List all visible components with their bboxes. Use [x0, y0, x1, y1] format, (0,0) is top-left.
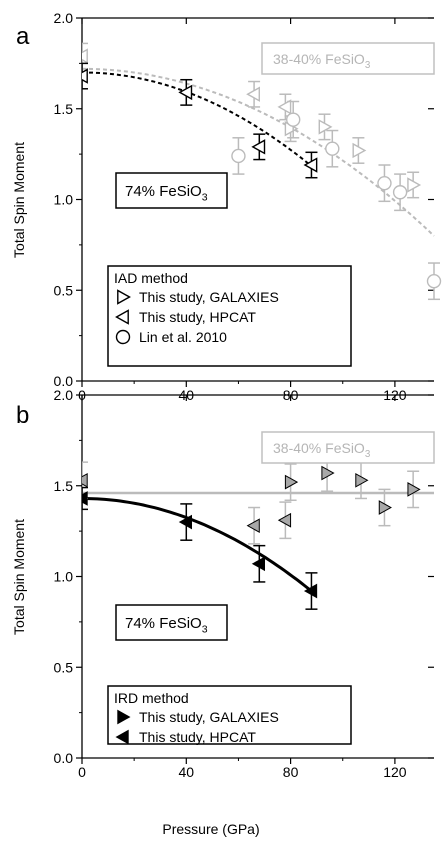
y-tick-label: 1.5	[54, 478, 74, 494]
triangle-left-marker	[246, 518, 260, 534]
y-tick-label: 0.0	[54, 750, 74, 766]
x-tick-label: 0	[78, 764, 86, 780]
y-axis-label: Total Spin Moment	[11, 519, 27, 635]
triangle-left-marker	[251, 139, 266, 155]
triangle-right-marker	[407, 482, 421, 497]
triangle-left-marker	[277, 99, 292, 115]
fit-curve-1	[82, 67, 435, 237]
legend: IAD method This study, GALAXIES This study…	[107, 265, 352, 367]
triangle-left-marker	[115, 309, 129, 325]
legend-box	[107, 685, 352, 745]
triangle-right-marker	[318, 119, 333, 135]
triangle-left-marker	[251, 556, 266, 572]
black-label-box	[115, 172, 228, 209]
circle-marker	[286, 112, 301, 127]
circle-marker	[325, 141, 340, 156]
gray-label-box	[261, 431, 435, 464]
triangle-right-marker	[355, 472, 369, 488]
x-tick-label: 80	[283, 764, 299, 780]
y-tick-label: 0.0	[54, 373, 74, 389]
y-tick-label: 0.5	[54, 659, 74, 675]
x-axis-label: Pressure (GPa)	[162, 821, 259, 837]
legend-entry-label: This study, HPCAT	[139, 729, 256, 745]
legend-entry-label: This study, HPCAT	[139, 309, 256, 325]
legend-title: IAD method	[114, 270, 188, 286]
y-tick-label: 2.0	[54, 10, 74, 26]
black-composition-label: 74% FeSiO3	[125, 615, 208, 636]
triangle-left-marker	[115, 729, 129, 745]
plot-area	[82, 454, 434, 610]
triangle-right-marker	[321, 465, 335, 481]
gray-composition-label: 38-40% FeSiO3	[273, 51, 371, 71]
y-tick-label: 1.5	[54, 101, 74, 117]
triangle-left-marker	[178, 84, 193, 101]
triangle-right-marker	[284, 474, 299, 490]
fit-curve-0	[82, 497, 313, 593]
circle-marker	[426, 273, 442, 289]
triangle-left-marker	[277, 512, 292, 528]
black-label-box	[115, 604, 228, 641]
triangle-left-marker	[303, 157, 318, 173]
legend: IRD method This study, GALAXIES This study…	[107, 685, 352, 745]
x-tick-label: 120	[383, 764, 407, 780]
triangle-right-marker	[407, 177, 422, 193]
triangle-left-marker	[82, 491, 88, 506]
panel-letter: b	[16, 402, 29, 429]
plot-area	[82, 42, 442, 301]
triangle-left-marker	[82, 472, 88, 488]
circle-marker	[377, 175, 392, 191]
gray-composition-label: 38-40% FeSiO3	[273, 440, 371, 460]
y-tick-label: 1.0	[54, 569, 74, 585]
triangle-left-marker	[82, 48, 88, 64]
black-composition-label: 74% FeSiO3	[125, 183, 208, 204]
triangle-right-marker	[378, 500, 392, 515]
triangle-left-marker	[178, 514, 192, 530]
triangle-right-marker	[352, 142, 367, 159]
circle-marker	[231, 148, 246, 164]
y-tick-label: 0.5	[54, 282, 74, 298]
x-tick-label: 40	[179, 764, 195, 780]
fit-curve-0	[82, 71, 313, 167]
legend-box	[107, 265, 352, 367]
circle-marker	[115, 329, 131, 345]
legend-entry-label: This study, GALAXIES	[139, 289, 279, 305]
circle-marker	[392, 185, 408, 200]
y-tick-label: 2.0	[54, 387, 74, 403]
chart-panel-b: b 0.0 0.5 1.0 1.5 2.0 0 40 80 120 Total Spin Momen…	[11, 387, 435, 837]
legend-entry-label: Lin et al. 2010	[139, 329, 227, 345]
y-axis-label: Total Spin Moment	[11, 142, 27, 258]
triangle-right-marker	[117, 709, 131, 725]
legend-title: IRD method	[114, 690, 189, 706]
triangle-right-marker	[117, 289, 131, 305]
gray-label-box	[261, 42, 435, 75]
panel-letter: a	[16, 23, 30, 50]
triangle-left-marker	[246, 86, 260, 102]
y-tick-label: 1.0	[54, 192, 74, 208]
triangle-left-marker	[303, 583, 318, 599]
legend-entry-label: This study, GALAXIES	[139, 709, 279, 725]
triangle-left-marker	[82, 68, 88, 84]
